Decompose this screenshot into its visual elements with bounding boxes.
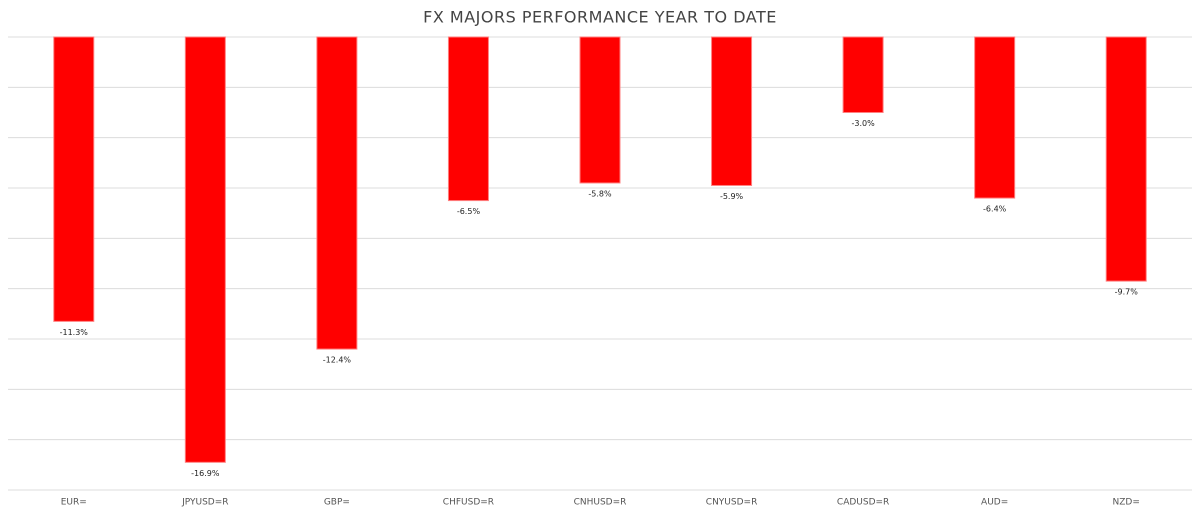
- value-label: -5.9%: [720, 192, 744, 201]
- value-label: -6.4%: [983, 205, 1007, 214]
- bar: [447, 36, 489, 202]
- value-label: -5.8%: [588, 189, 612, 198]
- chart-title: FX MAJORS PERFORMANCE YEAR TO DATE: [423, 8, 777, 27]
- x-tick-label: AUD=: [981, 498, 1008, 508]
- value-label: -11.3%: [60, 328, 89, 337]
- x-tick-label: GBP=: [324, 498, 350, 508]
- bar: [711, 36, 753, 186]
- x-tick-label: CNHUSD=R: [574, 498, 627, 508]
- value-label: -9.7%: [1115, 288, 1139, 297]
- x-tick-label: CADUSD=R: [837, 498, 889, 508]
- value-label: -3.0%: [852, 119, 876, 128]
- x-tick-label: NZD=: [1113, 498, 1140, 508]
- value-label: -12.4%: [323, 356, 352, 365]
- bar: [316, 36, 358, 350]
- x-tick-label: JPYUSD=R: [181, 498, 228, 508]
- bar: [1105, 36, 1147, 282]
- x-tick-label: CNYUSD=R: [706, 498, 758, 508]
- x-tick-label: EUR=: [61, 498, 87, 508]
- value-label: -6.5%: [457, 207, 481, 216]
- bar: [53, 36, 95, 322]
- bar: [579, 36, 621, 184]
- bar: [974, 36, 1016, 199]
- x-tick-label: CHFUSD=R: [443, 498, 494, 508]
- bar: [842, 36, 884, 113]
- bar: [184, 36, 226, 463]
- value-label: -16.9%: [191, 469, 220, 478]
